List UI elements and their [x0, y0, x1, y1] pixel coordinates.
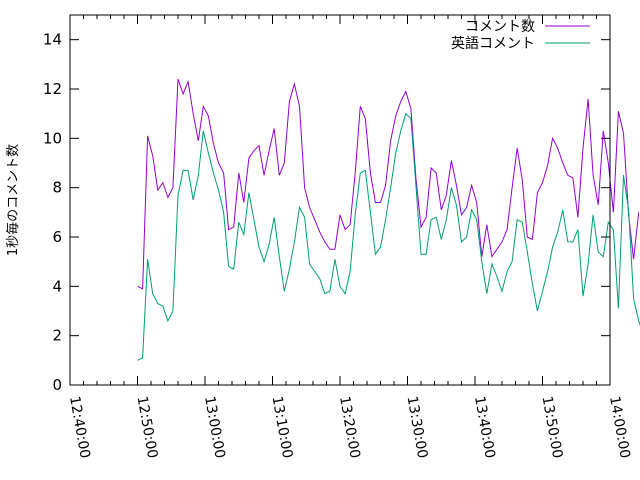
y-tick-label: 12: [43, 80, 62, 98]
y-axis: 0 2 4 6 8 10 12 14: [43, 31, 610, 394]
y-tick-label: 14: [43, 31, 62, 49]
legend-label: コメント数: [465, 19, 535, 35]
x-tick-label: 12:50:00: [134, 395, 161, 460]
plot-border: [69, 14, 611, 386]
y-tick-label: 10: [43, 129, 62, 147]
y-tick-label: 2: [52, 327, 62, 345]
x-tick-label: 13:10:00: [269, 395, 296, 460]
x-tick-label: 13:40:00: [471, 395, 498, 460]
series-line-2: [137, 112, 640, 361]
series-line-1: [137, 78, 640, 290]
y-tick-label: 8: [52, 179, 62, 197]
x-tick-label: 13:50:00: [539, 395, 566, 460]
y-axis-label: 1秒毎のコメント数: [5, 144, 21, 256]
x-tick-label: 14:00:00: [606, 395, 633, 460]
y-tick-label: 0: [52, 376, 62, 394]
y-tick-label: 4: [52, 277, 62, 295]
x-tick-label: 13:30:00: [404, 395, 431, 460]
x-tick-label: 13:20:00: [336, 395, 363, 460]
y-tick-label: 6: [52, 228, 62, 246]
x-axis: 12:40:00 12:50:00 13:00:00 13:10:00 13:20:00…: [66, 15, 633, 460]
x-tick-label: 13:00:00: [201, 395, 228, 460]
plot-series-group: [137, 78, 640, 361]
legend-label: 英語コメント: [451, 35, 535, 52]
x-tick-label: 12:40:00: [66, 395, 93, 460]
